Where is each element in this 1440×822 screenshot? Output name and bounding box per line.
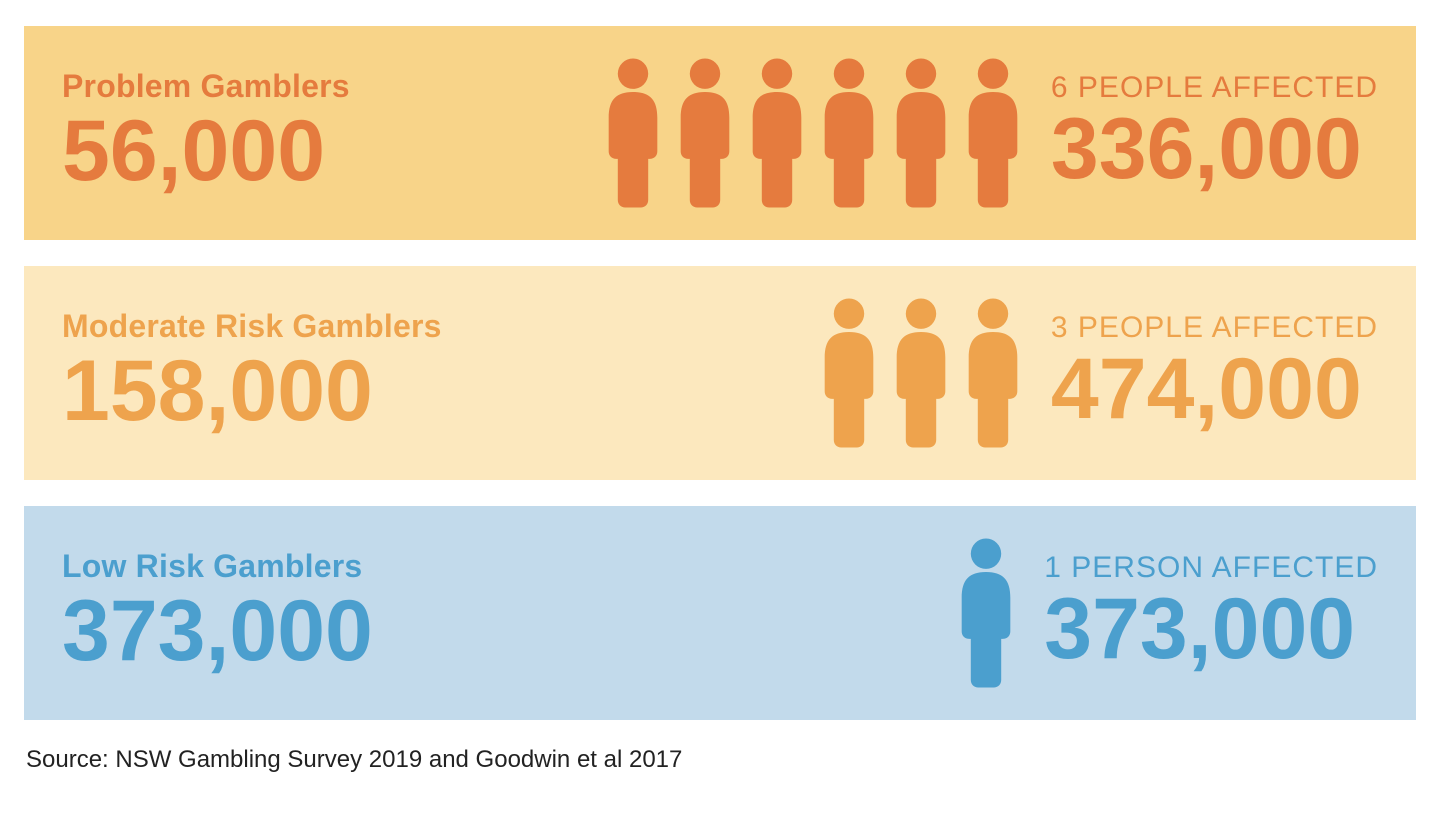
category-value: 158,000 (62, 346, 442, 436)
source-text: Source: NSW Gambling Survey 2019 and Goo… (24, 746, 1416, 774)
affected-value: 336,000 (1051, 104, 1378, 194)
category-value: 56,000 (62, 106, 350, 196)
category-label: Problem Gamblers (62, 69, 350, 104)
row-moderate-risk-gamblers: Moderate Risk Gamblers 158,000 3 PEOPLE … (24, 266, 1416, 480)
affected-label: 1 PERSON AFFECTED (1044, 551, 1378, 584)
category-label: Low Risk Gamblers (62, 549, 373, 584)
right-block: 1 PERSON AFFECTED 373,000 (1044, 551, 1378, 674)
category-value: 373,000 (62, 586, 373, 676)
person-icon (817, 57, 881, 209)
affected-value: 373,000 (1044, 584, 1378, 674)
right-block: 3 PEOPLE AFFECTED 474,000 (1051, 311, 1378, 434)
person-icon (601, 57, 665, 209)
person-icon (817, 297, 881, 449)
people-icons (442, 297, 1051, 449)
row-problem-gamblers: Problem Gamblers 56,000 6 PEOPLE AFFECTE… (24, 26, 1416, 240)
person-icon (889, 297, 953, 449)
left-block: Moderate Risk Gamblers 158,000 (62, 309, 442, 436)
affected-label: 3 PEOPLE AFFECTED (1051, 311, 1378, 344)
left-block: Low Risk Gamblers 373,000 (62, 549, 373, 676)
affected-value: 474,000 (1051, 344, 1378, 434)
row-low-risk-gamblers: Low Risk Gamblers 373,000 1 PERSON AFFEC… (24, 506, 1416, 720)
affected-label: 6 PEOPLE AFFECTED (1051, 71, 1378, 104)
right-block: 6 PEOPLE AFFECTED 336,000 (1051, 71, 1378, 194)
infographic-container: Problem Gamblers 56,000 6 PEOPLE AFFECTE… (0, 0, 1440, 774)
category-label: Moderate Risk Gamblers (62, 309, 442, 344)
people-icons (350, 57, 1051, 209)
person-icon (954, 537, 1018, 689)
left-block: Problem Gamblers 56,000 (62, 69, 350, 196)
person-icon (961, 57, 1025, 209)
person-icon (889, 57, 953, 209)
person-icon (961, 297, 1025, 449)
person-icon (745, 57, 809, 209)
person-icon (673, 57, 737, 209)
people-icons (373, 537, 1044, 689)
